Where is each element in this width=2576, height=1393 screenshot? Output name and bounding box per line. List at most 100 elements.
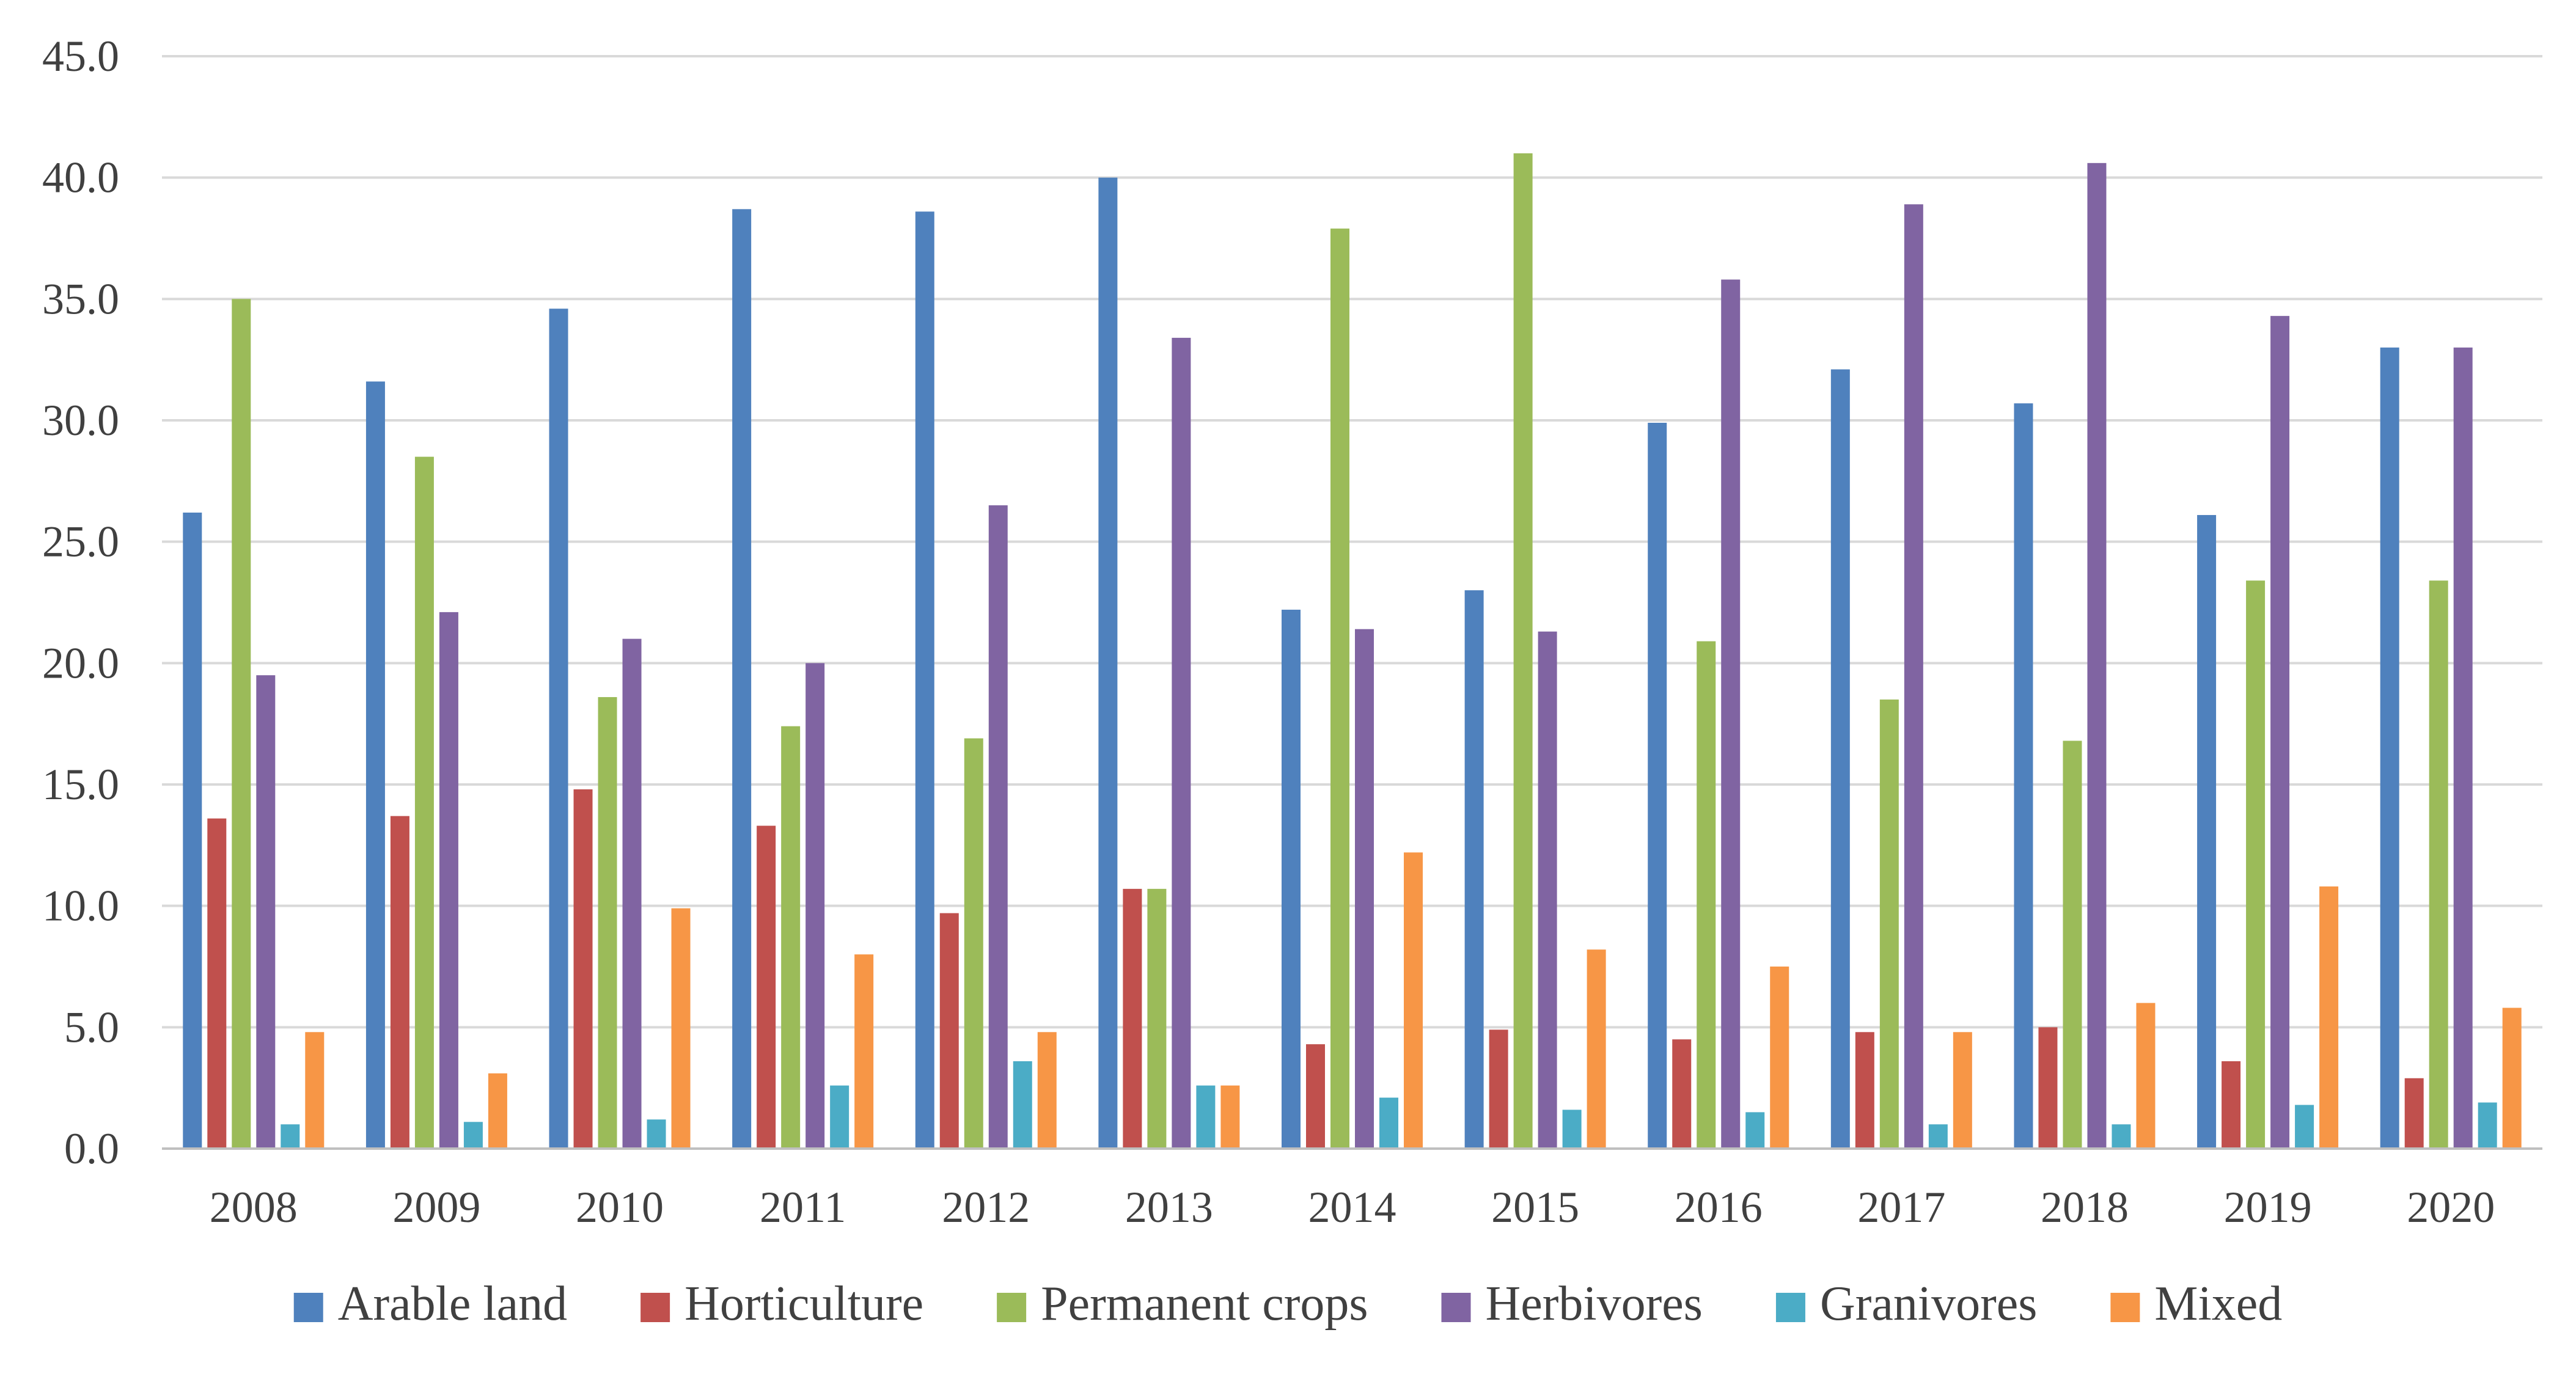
bar-group-2009 [365, 381, 507, 1149]
legend-label-mixed: Mixed [2154, 1277, 2282, 1331]
bar-mixed-2014 [1404, 852, 1423, 1149]
bar-permanent-crops-2018 [2063, 740, 2082, 1149]
bar-horticulture-2017 [1855, 1032, 1874, 1149]
bar-group-2013 [1098, 177, 1240, 1149]
x-tick-label: 2015 [1491, 1183, 1579, 1232]
bar-granivores-2018 [2112, 1124, 2131, 1149]
legend-swatch-permanent-crops [997, 1293, 1027, 1322]
bar-group-2017 [1830, 204, 1972, 1149]
y-tick-label: 35.0 [42, 274, 119, 323]
bar-herbivores-2017 [1904, 204, 1923, 1149]
y-tick-label: 45.0 [42, 32, 119, 81]
bar-permanent-crops-2009 [414, 456, 434, 1149]
bar-permanent-crops-2019 [2246, 580, 2266, 1149]
bar-granivores-2009 [463, 1122, 483, 1149]
x-tick-label: 2012 [942, 1183, 1030, 1232]
x-tick-label: 2016 [1675, 1183, 1763, 1232]
bar-mixed-2019 [2319, 886, 2339, 1149]
bar-granivores-2008 [281, 1124, 300, 1149]
bar-group-2010 [549, 309, 691, 1149]
legend-swatch-arable-land [293, 1293, 323, 1322]
bar-granivores-2016 [1745, 1112, 1765, 1149]
legend-swatch-herbivores [1441, 1293, 1471, 1322]
x-tick-label: 2018 [2041, 1183, 2129, 1232]
x-tick-label: 2020 [2407, 1183, 2495, 1232]
legend-swatch-mixed [2110, 1293, 2140, 1322]
bar-horticulture-2020 [2404, 1078, 2424, 1149]
bar-permanent-crops-2014 [1330, 229, 1349, 1149]
bar-granivores-2010 [647, 1119, 666, 1149]
bar-group-2011 [732, 209, 874, 1149]
bar-arable-land-2008 [183, 512, 202, 1149]
bar-herbivores-2014 [1355, 629, 1374, 1149]
legend-item-granivores: Granivores [1775, 1277, 2037, 1331]
x-tick-label: 2017 [1857, 1183, 1945, 1232]
bar-granivores-2020 [2478, 1102, 2497, 1149]
x-axis-ticks: 2008 2009 2010 2011 2012 2013 2014 2015 2016 2017… [210, 1183, 2495, 1232]
bar-horticulture-2013 [1123, 888, 1142, 1149]
bar-herbivores-2012 [988, 505, 1008, 1149]
bar-group-2018 [2014, 163, 2156, 1149]
x-tick-label: 2019 [2224, 1183, 2312, 1232]
bar-mixed-2020 [2502, 1007, 2522, 1149]
bar-herbivores-2018 [2087, 163, 2107, 1149]
legend-label-permanent-crops: Permanent crops [1041, 1277, 1368, 1331]
bars [183, 153, 2522, 1149]
legend-item-horticulture: Horticulture [640, 1277, 923, 1331]
bar-herbivores-2009 [439, 612, 458, 1149]
bar-herbivores-2011 [805, 663, 825, 1149]
bar-group-2019 [2197, 316, 2339, 1149]
gridlines [162, 55, 2542, 1029]
bar-granivores-2015 [1562, 1110, 1582, 1149]
bar-group-2014 [1282, 229, 1423, 1149]
bar-mixed-2016 [1770, 967, 1789, 1149]
x-tick-label: 2009 [392, 1183, 480, 1232]
bar-group-2020 [2380, 347, 2522, 1149]
bar-granivores-2017 [1928, 1124, 1948, 1149]
y-axis-ticks: 0.0 5.0 10.0 15.0 20.0 25.0 30.0 35.0 40.0 45.0 [42, 32, 119, 1173]
bar-arable-land-2019 [2197, 514, 2217, 1149]
legend-label-horticulture: Horticulture [684, 1277, 923, 1331]
bar-horticulture-2011 [757, 825, 776, 1149]
legend-label-herbivores: Herbivores [1486, 1277, 1703, 1331]
bar-mixed-2015 [1587, 949, 1606, 1149]
bar-horticulture-2014 [1306, 1044, 1325, 1149]
bar-herbivores-2010 [622, 638, 642, 1149]
y-tick-label: 0.0 [64, 1124, 119, 1173]
bar-horticulture-2015 [1489, 1029, 1508, 1149]
legend-item-herbivores: Herbivores [1441, 1277, 1703, 1331]
x-tick-label: 2013 [1125, 1183, 1213, 1232]
y-tick-label: 40.0 [42, 153, 119, 202]
bar-arable-land-2011 [732, 209, 752, 1149]
bar-horticulture-2010 [573, 789, 593, 1149]
bar-group-2015 [1464, 153, 1606, 1149]
bar-horticulture-2012 [939, 913, 959, 1149]
bar-mixed-2013 [1220, 1085, 1240, 1149]
bar-permanent-crops-2013 [1147, 888, 1167, 1149]
bar-permanent-crops-2012 [964, 738, 983, 1149]
y-tick-label: 10.0 [42, 882, 119, 930]
bar-herbivores-2016 [1721, 279, 1741, 1149]
bar-permanent-crops-2020 [2429, 580, 2448, 1149]
bar-permanent-crops-2017 [1879, 699, 1899, 1149]
bar-mixed-2012 [1037, 1032, 1057, 1149]
y-tick-label: 25.0 [42, 517, 119, 566]
bar-arable-land-2017 [1830, 369, 1850, 1149]
y-tick-label: 15.0 [42, 760, 119, 809]
bar-arable-land-2015 [1464, 590, 1484, 1149]
bar-permanent-crops-2011 [781, 726, 801, 1149]
bar-herbivores-2013 [1172, 337, 1191, 1149]
bar-mixed-2009 [488, 1073, 507, 1149]
x-tick-label: 2014 [1308, 1183, 1396, 1232]
legend-item-arable-land: Arable land [293, 1277, 567, 1331]
bar-mixed-2018 [2136, 1003, 2156, 1149]
bar-arable-land-2016 [1648, 422, 1667, 1149]
bar-group-2016 [1648, 279, 1789, 1149]
x-tick-label: 2008 [210, 1183, 298, 1232]
x-tick-label: 2010 [576, 1183, 664, 1232]
bar-arable-land-2010 [549, 309, 568, 1149]
bar-arable-land-2012 [915, 211, 934, 1149]
bar-permanent-crops-2010 [598, 696, 617, 1149]
